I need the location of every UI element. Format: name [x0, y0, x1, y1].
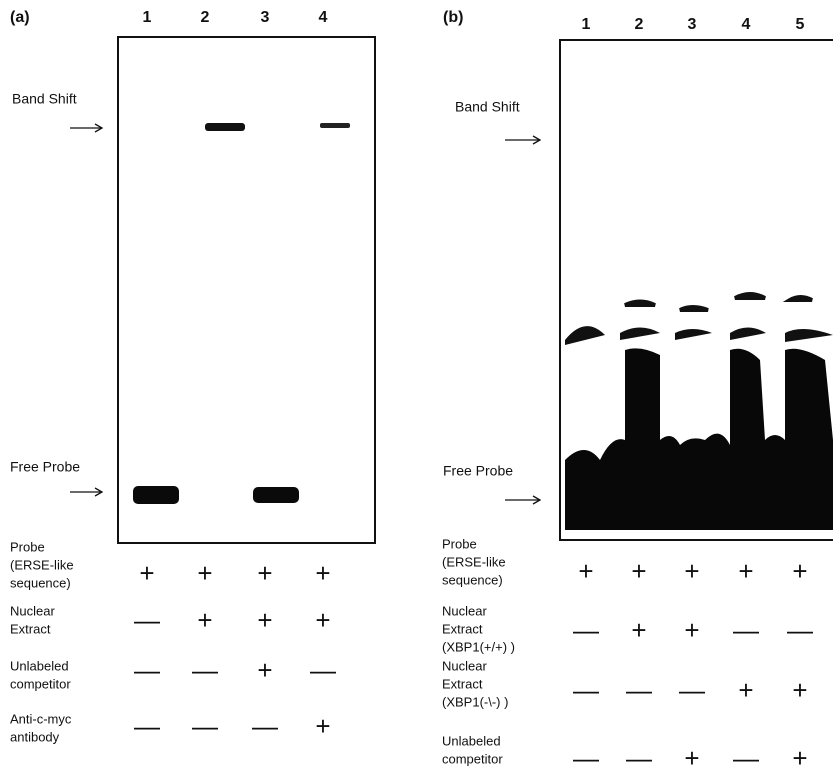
- lane-number: 4: [319, 9, 328, 26]
- sign: +: [792, 556, 807, 586]
- sign: +: [684, 556, 699, 586]
- sign: +: [315, 558, 330, 588]
- marker-label: Free Probe: [443, 463, 513, 479]
- lane-number: 1: [143, 9, 152, 26]
- lane-number: 2: [201, 9, 210, 26]
- row-label: Probe: [442, 536, 477, 551]
- sign: +: [792, 743, 807, 773]
- sign: +: [257, 655, 272, 685]
- sign: +: [631, 556, 646, 586]
- figure: (a) 1 2 3 4 Band Shift Free Probe Probe (ERSE-li…: [0, 0, 833, 777]
- row-label: antibody: [10, 729, 60, 744]
- sign: +: [139, 558, 154, 588]
- sign: —: [192, 711, 218, 741]
- lane-number: 3: [688, 16, 697, 33]
- row-label: sequence): [442, 572, 503, 587]
- sign: —: [192, 655, 218, 685]
- sign: —: [679, 675, 705, 705]
- lane-number: 3: [261, 9, 270, 26]
- panel-label: (b): [443, 9, 463, 26]
- sign: +: [315, 605, 330, 635]
- sign: +: [197, 605, 212, 635]
- sign: +: [684, 615, 699, 645]
- row-label: Unlabeled: [442, 733, 501, 748]
- sign: +: [257, 558, 272, 588]
- sign: +: [578, 556, 593, 586]
- row-label: Extract: [442, 676, 483, 691]
- row-label: (ERSE-like: [10, 557, 74, 572]
- panel-label: (a): [10, 9, 30, 26]
- lane-number: 2: [635, 16, 644, 33]
- row-label: Extract: [10, 621, 51, 636]
- sign: —: [626, 675, 652, 705]
- row-label: (ERSE-like: [442, 554, 506, 569]
- marker-label: Band Shift: [455, 99, 520, 115]
- row-label: competitor: [442, 751, 503, 766]
- sign: —: [134, 655, 160, 685]
- lane-number: 4: [742, 16, 751, 33]
- gel-b: [560, 40, 833, 540]
- sign: —: [787, 615, 813, 645]
- row-label: competitor: [10, 676, 71, 691]
- sign: —: [310, 655, 336, 685]
- row-label: (XBP1(+/+) ): [442, 639, 515, 654]
- row-label: (XBP1(-\-) ): [442, 694, 508, 709]
- sign: —: [134, 605, 160, 635]
- sign: —: [573, 743, 599, 773]
- row-label: Extract: [442, 621, 483, 636]
- sign: —: [733, 743, 759, 773]
- row-label: Unlabeled: [10, 658, 69, 673]
- sign: +: [197, 558, 212, 588]
- sign: —: [733, 615, 759, 645]
- marker-label: Free Probe: [10, 459, 80, 475]
- sign: +: [315, 711, 330, 741]
- sign: —: [252, 711, 278, 741]
- sign: +: [738, 556, 753, 586]
- sign: +: [257, 605, 272, 635]
- row-label: Nuclear: [442, 603, 487, 618]
- sign: —: [573, 615, 599, 645]
- row-label: Nuclear: [442, 658, 487, 673]
- sign: +: [792, 675, 807, 705]
- row-label: Nuclear: [10, 603, 55, 618]
- lane-number: 1: [582, 16, 591, 33]
- row-label: sequence): [10, 575, 71, 590]
- row-label: Anti-c-myc: [10, 711, 72, 726]
- sign: —: [134, 711, 160, 741]
- gel-a: [118, 37, 375, 543]
- row-label: Probe: [10, 539, 45, 554]
- sign: —: [626, 743, 652, 773]
- lane-number: 5: [796, 16, 805, 33]
- sign: +: [631, 615, 646, 645]
- sign: +: [738, 675, 753, 705]
- sign: —: [573, 675, 599, 705]
- marker-label: Band Shift: [12, 91, 77, 107]
- sign: +: [684, 743, 699, 773]
